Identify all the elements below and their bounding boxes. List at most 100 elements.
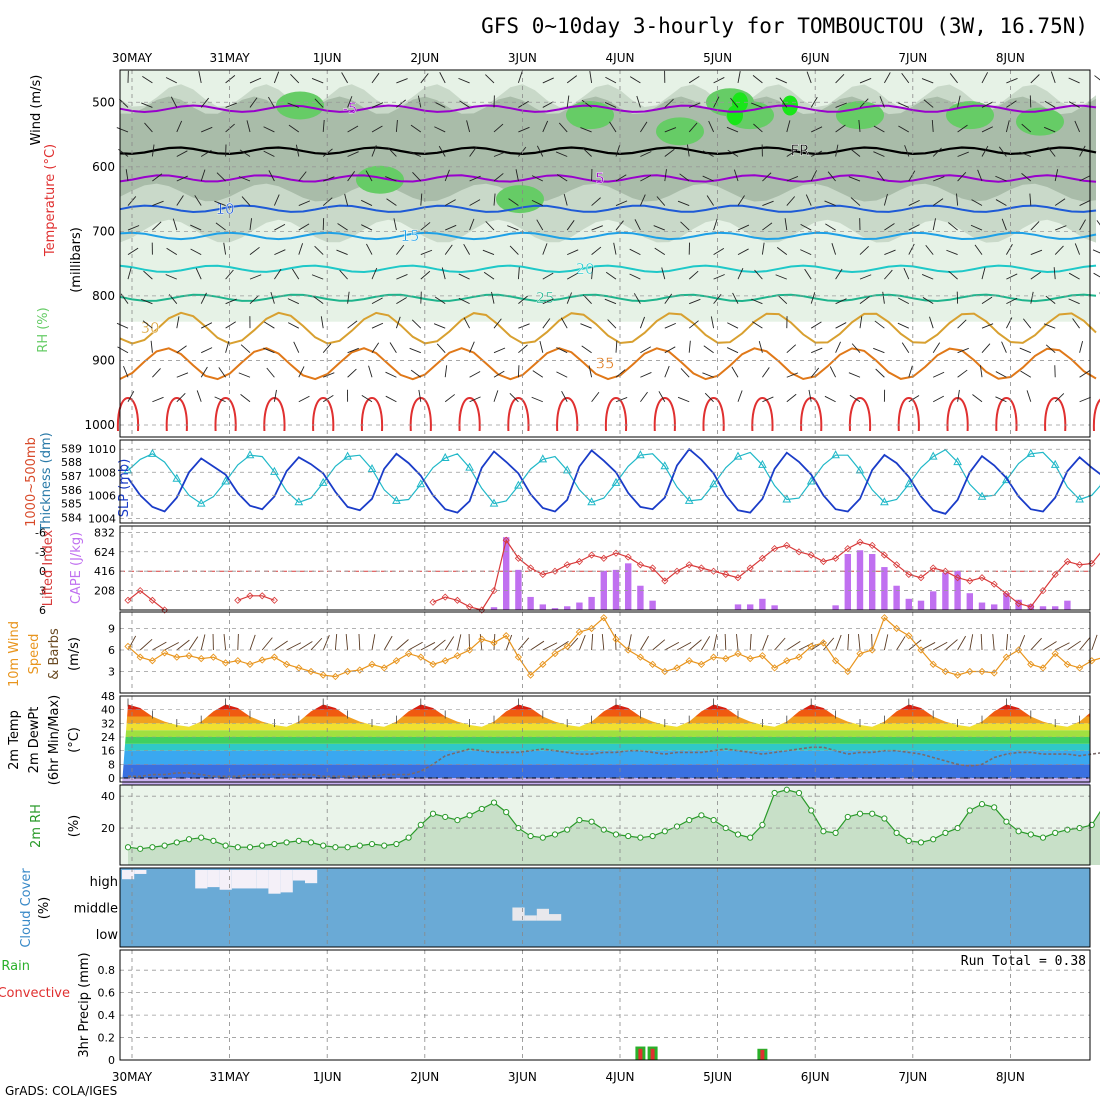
panel-frame-cloud	[119, 867, 1091, 948]
wind-barb	[957, 124, 968, 133]
rh2m-point	[991, 804, 998, 811]
li-point	[1051, 570, 1059, 579]
rh2m-point	[649, 832, 656, 840]
rh2m-point	[966, 807, 973, 814]
wind-barb	[1045, 344, 1056, 354]
wind-barb	[190, 224, 202, 231]
wind-barb	[688, 340, 691, 353]
li-point	[514, 554, 522, 562]
wind-barb	[883, 193, 888, 206]
wind-barb	[824, 200, 836, 206]
wind-barb	[804, 268, 812, 280]
wind-barb	[542, 77, 554, 84]
wind-barb	[810, 367, 820, 378]
cape-bar	[1052, 606, 1059, 610]
wind-barb	[859, 316, 863, 329]
wind-barb	[677, 396, 690, 403]
wind-barb	[536, 219, 544, 231]
wind-barb	[311, 274, 324, 280]
wind-barb	[981, 145, 989, 157]
rh2m-point	[844, 813, 851, 821]
wind-barb	[274, 223, 286, 231]
thickness-point	[831, 450, 840, 459]
wind-barb	[396, 78, 408, 84]
wind-barb	[409, 347, 421, 354]
wind-barb	[566, 75, 578, 84]
wind-barb	[1030, 291, 1034, 304]
ytick-cape-832: 832	[94, 526, 115, 539]
wind-barb	[981, 267, 986, 280]
wind10-point	[697, 660, 706, 668]
wind10-point	[368, 660, 376, 668]
wind-barb	[466, 120, 471, 133]
wind-barb	[591, 267, 594, 280]
ytick-thick-584: 584	[61, 511, 82, 524]
thickness-point	[489, 498, 499, 507]
wind-barb	[752, 75, 763, 84]
wind-barb	[1079, 340, 1084, 353]
wind-barb	[323, 176, 335, 182]
wind-barb	[347, 96, 353, 108]
wind-barb	[654, 247, 666, 255]
ytick-ua-500: 500	[92, 95, 115, 109]
wind10-barb	[420, 642, 436, 651]
rh2m-point	[1027, 831, 1034, 838]
isotherm-5	[119, 174, 1097, 183]
wind-barb	[898, 297, 910, 305]
wind10-barb	[786, 640, 801, 651]
wind-barb	[274, 268, 282, 280]
rh2m-point	[710, 817, 717, 824]
wind-barb	[827, 171, 836, 182]
wind10-point	[1051, 649, 1059, 658]
wind-barb	[1079, 370, 1090, 378]
li-point	[502, 536, 510, 544]
wind-barb	[664, 169, 667, 182]
wind10-point	[392, 657, 401, 665]
wind10-point	[722, 654, 730, 663]
wind-barb	[293, 341, 300, 353]
wind-barb	[127, 225, 140, 231]
wind-barb	[859, 245, 869, 255]
ytick-temp-16: 16	[101, 745, 115, 758]
wind-barb	[970, 224, 983, 231]
wind-barb	[737, 390, 743, 402]
cloud-high-cell	[134, 870, 147, 874]
wind-barb	[1055, 225, 1067, 231]
wind-barb	[298, 395, 310, 403]
li-point	[929, 564, 937, 572]
wind-barb	[1054, 393, 1065, 403]
wind-barb	[176, 316, 180, 329]
wind10-barb	[298, 641, 313, 651]
wind-barb	[371, 342, 380, 353]
wind-barb	[633, 293, 641, 304]
wind-barb	[396, 244, 405, 255]
wind-barb	[858, 119, 861, 133]
wind-barb	[689, 102, 701, 108]
wind10-barb	[736, 634, 739, 651]
wind-barb	[613, 242, 617, 255]
wind-barb	[1079, 145, 1086, 157]
rh2m-point	[222, 842, 229, 849]
isotherm-40-loop-32	[507, 397, 530, 432]
wind-barb	[165, 77, 178, 84]
wind-barb	[977, 169, 983, 182]
rh2m-point	[625, 832, 632, 840]
wind-barb	[581, 345, 592, 354]
wind-barb	[580, 127, 592, 133]
wind-barb	[946, 249, 958, 256]
wind-barb	[1026, 390, 1032, 402]
wind-barb	[1019, 151, 1031, 157]
ytick-precip-0.4: 0.4	[98, 1009, 116, 1022]
wind-barb	[361, 395, 373, 403]
wind-barb	[908, 170, 916, 182]
cape-bar	[539, 604, 546, 610]
wind-barb	[713, 247, 725, 255]
wind-barb	[347, 320, 358, 329]
wind-barb	[298, 171, 307, 182]
wind-barb	[395, 119, 398, 133]
rh2m-point	[442, 813, 449, 821]
wind-barb	[127, 247, 139, 255]
wind10-barb	[1079, 637, 1091, 651]
rh2m-point	[771, 789, 778, 797]
cape-bar	[625, 563, 632, 610]
